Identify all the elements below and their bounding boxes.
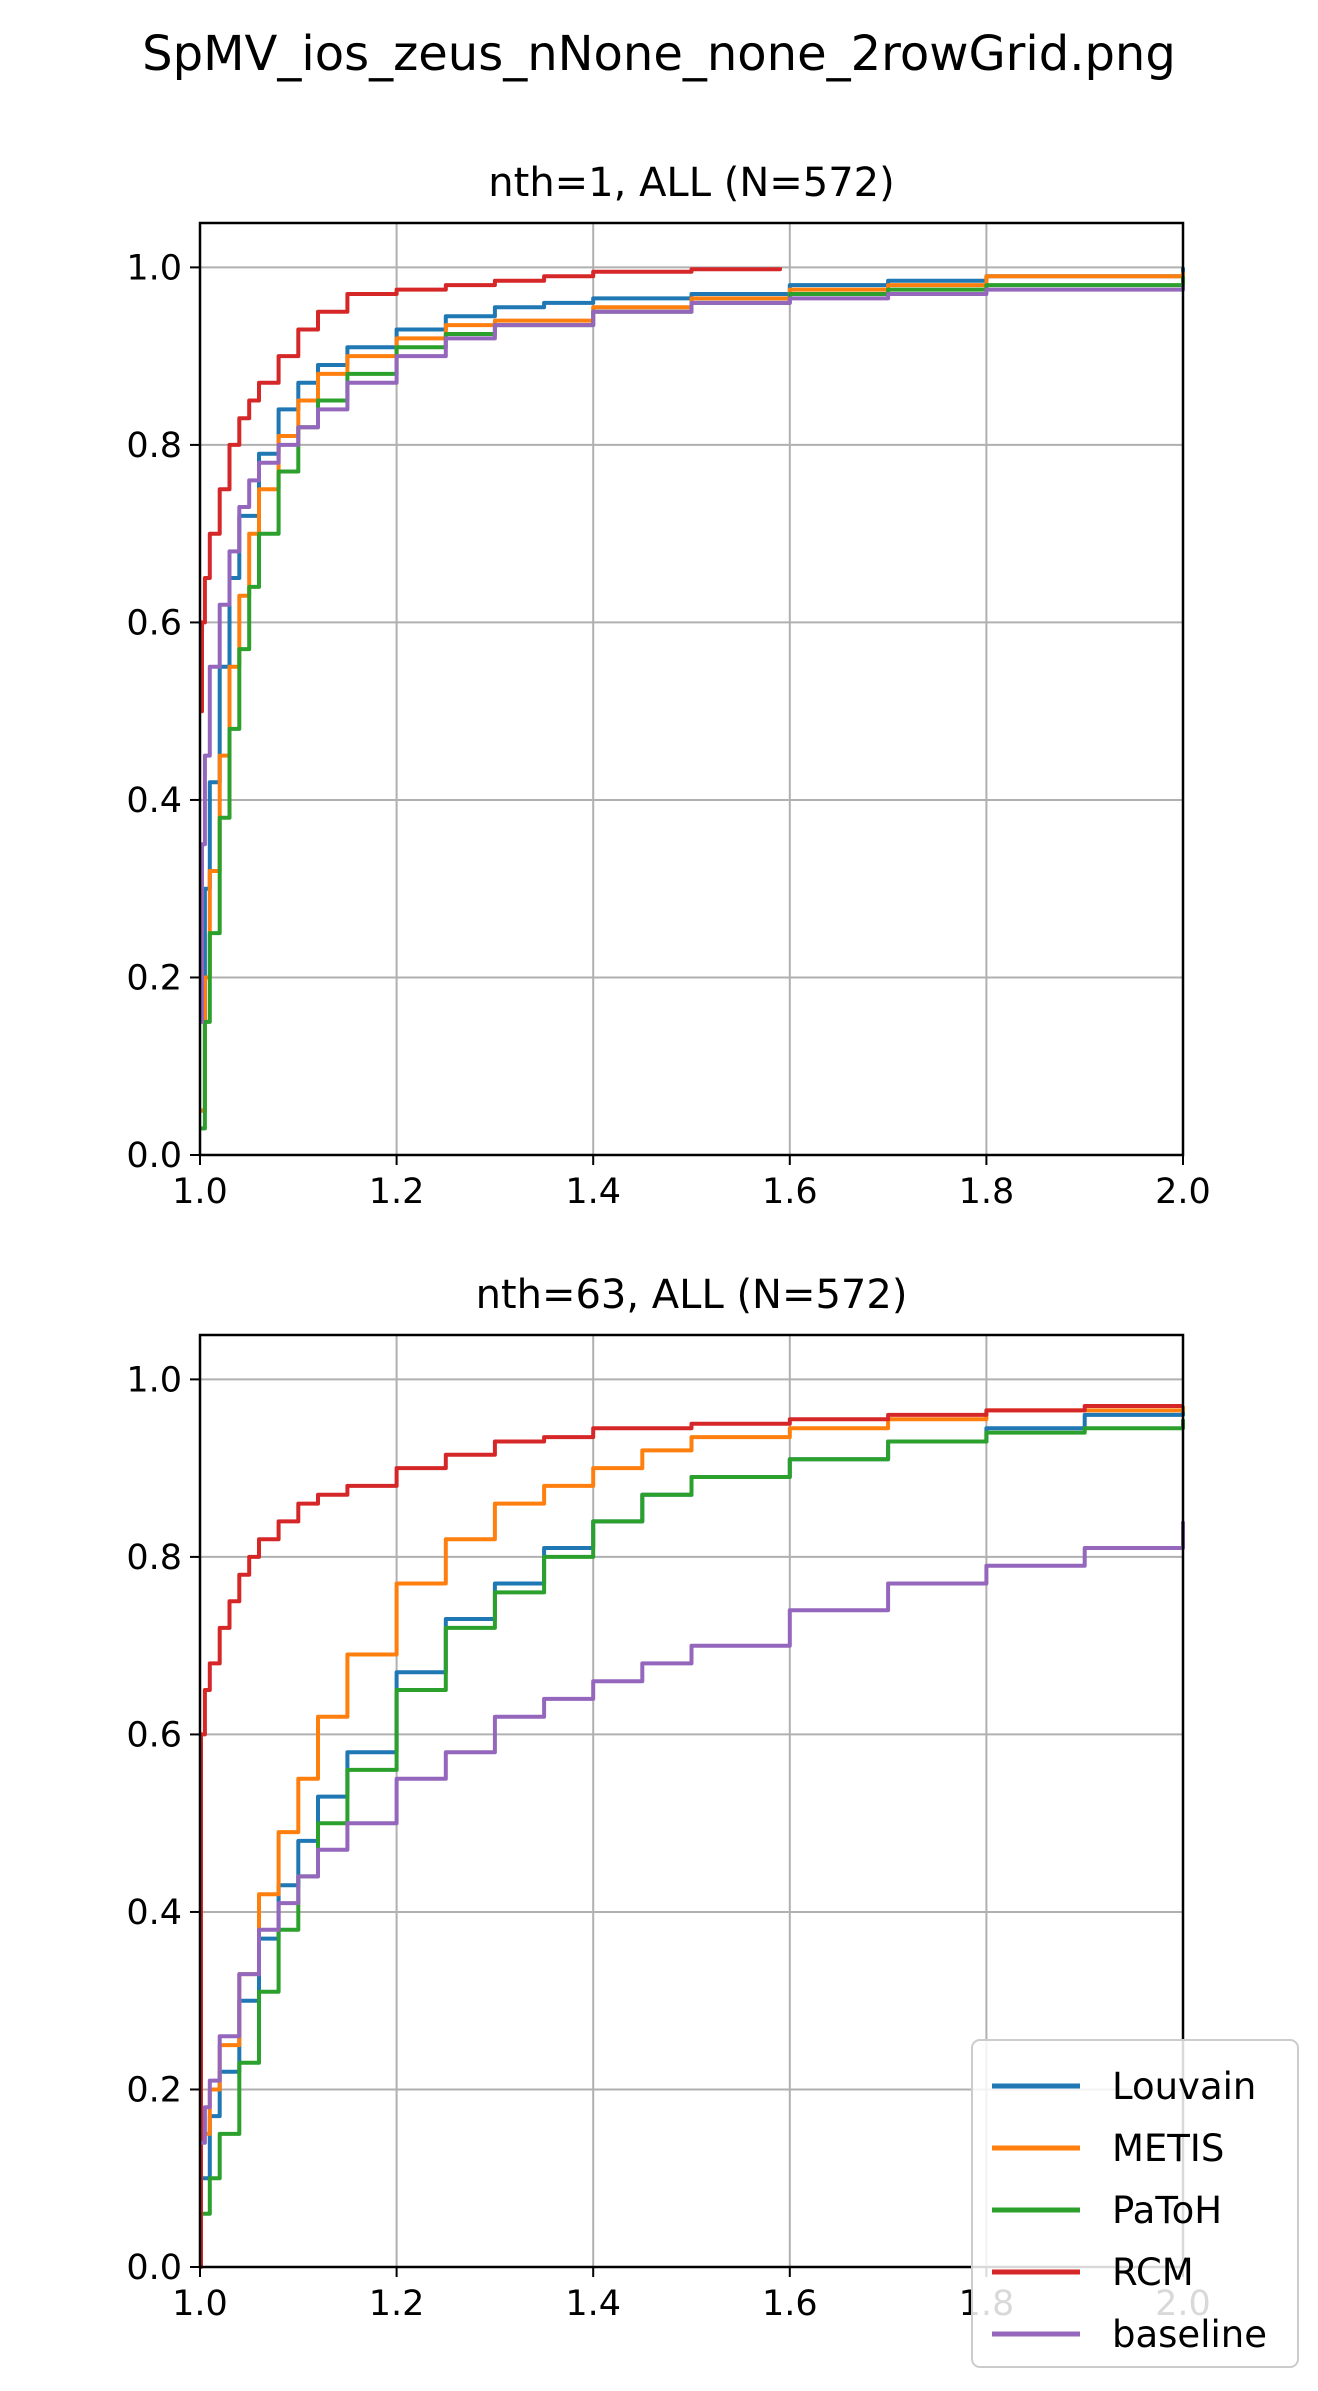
y-tick-label: 0.6 [126,603,182,643]
y-tick-label: 0.4 [126,1893,182,1933]
x-tick-label: 1.0 [172,2284,228,2324]
figure-title: SpMV_ios_zeus_nNone_none_2rowGrid.png [142,26,1176,82]
legend-label-rcm: RCM [1112,2251,1194,2294]
y-tick-label: 0.4 [126,781,182,821]
series-line-baseline [200,1521,1185,2145]
x-tick-label: 1.4 [565,1172,621,1212]
legend-label-louvain: Louvain [1112,2065,1256,2108]
subplot-1-frame [198,221,1185,1157]
x-tick-label: 2.0 [1155,1172,1211,1212]
subplot-1: 1.0 1.2 1.4 1.6 1.8 2.0 0.0 0.2 0.4 0.6 0.8 1.0 nth… [126,160,1211,1212]
subplot-1-series [200,267,1185,1131]
y-tick-label: 1.0 [126,1360,182,1400]
legend-items: Louvain METIS PaToH RCM baseline [992,2065,1267,2356]
y-tick-label: 1.0 [126,248,182,288]
x-tick-label: 1.4 [565,2284,621,2324]
legend-label-baseline: baseline [1112,2313,1267,2356]
x-tick-label: 1.2 [369,1172,425,1212]
y-tick-label: 0.2 [126,2070,182,2110]
subplot-2-frame [198,1333,1185,2269]
x-tick-label: 1.2 [369,2284,425,2324]
y-tick-label: 0.8 [126,1538,182,1578]
series-line-rcm [199,1404,1183,2269]
y-tick-label: 0.0 [126,1136,182,1176]
legend-box [971,2039,1299,2368]
y-tick-label: 0.0 [126,2248,182,2288]
y-tick-label: 0.6 [126,1715,182,1755]
x-tick-label: 1.0 [172,1172,228,1212]
legend-label-metis: METIS [1112,2127,1224,2170]
y-tick-label: 0.2 [126,958,182,998]
subplot-2-title: nth=63, ALL (N=572) [476,1272,908,1318]
series-line-patoh [200,1419,1185,2216]
legend-label-patoh: PaToH [1112,2189,1222,2232]
subplot-1-ticks: 1.0 1.2 1.4 1.6 1.8 2.0 0.0 0.2 0.4 0.6 0.8 1.0 [126,248,1211,1212]
x-tick-label: 1.6 [762,2284,818,2324]
series-line-baseline [200,285,1185,1024]
x-tick-label: 1.6 [762,1172,818,1212]
subplot-2-series [199,1404,1185,2269]
y-tick-label: 0.8 [126,426,182,466]
legend: Louvain METIS PaToH RCM baseline [971,2039,1299,2368]
subplot-1-title: nth=1, ALL (N=572) [488,160,894,206]
x-tick-label: 1.8 [959,1172,1015,1212]
subplot-2: 1.01.21.41.61.82.00.00.20.40.60.81.0 nth… [126,1272,1211,2324]
series-line-rcm [200,267,782,714]
